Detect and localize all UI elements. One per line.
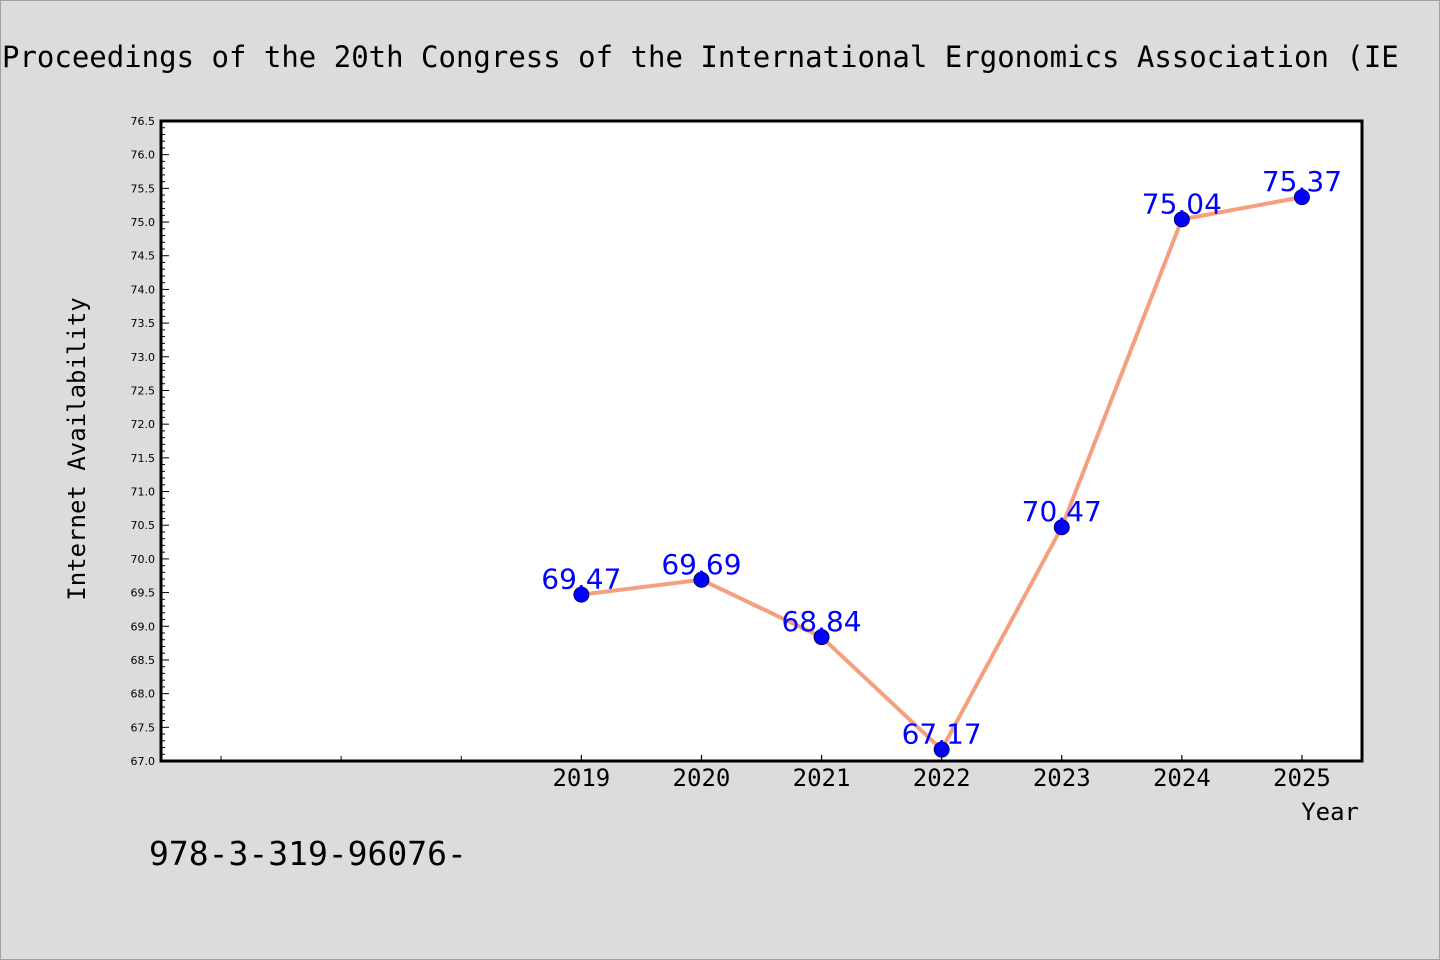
data-point: [1053, 519, 1070, 536]
y-tick-label: 67.0: [131, 755, 156, 768]
y-tick-label: 76.5: [131, 115, 156, 128]
y-tick-label: 70.5: [131, 519, 156, 532]
data-point: [1293, 189, 1310, 206]
data-label: 70.47: [1022, 495, 1102, 528]
y-tick-label: 72.0: [131, 418, 156, 431]
y-tick-label: 75.0: [131, 216, 156, 229]
x-tick-label: 2021: [793, 764, 851, 792]
data-point: [1173, 211, 1190, 228]
y-tick-label: 73.0: [131, 351, 156, 364]
data-point: [573, 586, 590, 603]
y-tick-label: 71.5: [131, 452, 156, 465]
data-label: 69.47: [541, 563, 621, 596]
data-label: 67.17: [902, 718, 982, 751]
data-point: [693, 571, 710, 588]
data-label: 75.37: [1262, 165, 1342, 198]
data-label: 69.69: [661, 548, 741, 581]
y-axis-label: Internet Availability: [63, 297, 91, 600]
data-label: 68.84: [781, 605, 861, 638]
x-axis-label: Year: [1301, 798, 1359, 826]
y-tick-label: 74.0: [131, 283, 156, 296]
data-point: [933, 741, 950, 758]
y-tick-label: 70.0: [131, 553, 156, 566]
chart-title: Proceedings of the 20th Congress of the …: [2, 40, 1399, 74]
series-layer: 69.47 69.69 68.84 67.17 70.47 75.04 75.37: [541, 165, 1342, 758]
x-tick-label: 2020: [673, 764, 731, 792]
data-label: 75.04: [1142, 187, 1222, 220]
y-tick-label: 74.5: [131, 250, 156, 263]
plot-area: [159, 119, 1364, 763]
y-tick-label: 71.0: [131, 486, 156, 499]
y-tick-label: 72.5: [131, 384, 156, 397]
x-tick-label: 2024: [1153, 764, 1211, 792]
y-tick-label: 68.5: [131, 654, 156, 667]
y-tick-label: 73.5: [131, 317, 156, 330]
y-tick-label: 67.5: [131, 721, 156, 734]
x-tick-label: 2022: [913, 764, 971, 792]
x-tick-label: 2023: [1033, 764, 1091, 792]
x-tick-label: 2025: [1273, 764, 1331, 792]
y-tick-label: 69.0: [131, 620, 156, 633]
y-tick-label: 75.5: [131, 182, 156, 195]
x-axis: 2019 2020 2021 2022 2023 2024 2025: [220, 755, 1331, 792]
y-tick-label: 68.0: [131, 688, 156, 701]
y-axis: 67.0 67.5 68.0 68.5 69.0 69.5 70.0 70.5 71.0 71.5…: [131, 115, 169, 768]
y-tick-label: 76.0: [131, 149, 156, 162]
footer-text: 978-3-319-96076-: [149, 834, 467, 873]
x-tick-label: 2019: [552, 764, 610, 792]
data-point: [813, 629, 830, 646]
y-tick-label: 69.5: [131, 587, 156, 600]
